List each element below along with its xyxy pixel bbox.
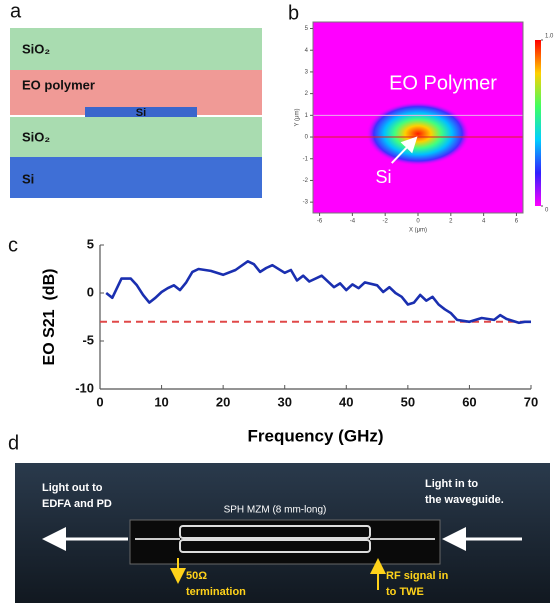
y-tick-label: 0	[87, 284, 94, 299]
x-tick-label: 4	[482, 219, 486, 225]
y-axis-label: EO S21 (dB)	[41, 269, 58, 366]
colorbar-tick-label: 0	[545, 208, 549, 214]
mzm-arm	[179, 525, 371, 539]
layer-label: Si	[22, 171, 34, 186]
annotation: Light in to	[425, 478, 478, 490]
layer-label: EO polymer	[22, 77, 95, 92]
colorbar-tick-label: 1.0	[545, 34, 554, 40]
x-tick-label: 60	[462, 394, 476, 409]
y-tick-label: -1	[303, 156, 309, 162]
layer-label: SiO₂	[22, 129, 50, 144]
y-tick-label: 1	[305, 113, 309, 119]
x-tick-label: 0	[96, 394, 103, 409]
mzm-arm	[179, 539, 371, 553]
annotation: termination	[186, 586, 246, 598]
x-tick-label: 70	[524, 394, 538, 409]
y-tick-label: 0	[305, 135, 309, 141]
layer	[10, 117, 262, 157]
y-tick-label: 4	[305, 48, 309, 54]
x-tick-label: 50	[401, 394, 415, 409]
y-tick-label: -3	[303, 200, 309, 206]
colorbar	[535, 40, 541, 206]
layer	[85, 107, 197, 117]
y-tick-label: -5	[82, 332, 94, 347]
mode-field	[366, 101, 470, 166]
annotation: Light out to	[42, 482, 103, 494]
x-tick-label: 20	[216, 394, 230, 409]
layer	[10, 157, 262, 198]
x-tick-label: 30	[277, 394, 291, 409]
x-tick-label: 10	[154, 394, 168, 409]
annotation-arrow	[391, 136, 418, 164]
y-tick-label: 2	[305, 91, 309, 97]
panel-label: a	[10, 0, 22, 22]
y-tick-label: 5	[87, 236, 94, 251]
x-tick-label: 2	[449, 219, 453, 225]
x-tick-label: -6	[317, 219, 323, 225]
y-tick-label: -10	[75, 380, 94, 395]
layer-label: SiO₂	[22, 41, 50, 56]
panel-label: d	[8, 432, 19, 454]
x-tick-label: -4	[350, 219, 356, 225]
panel-label: b	[288, 2, 299, 24]
x-tick-label: -2	[383, 219, 389, 225]
y-axis-label: Y (μm)	[295, 108, 301, 126]
y-tick-label: 5	[305, 26, 309, 32]
x-tick-label: 40	[339, 394, 353, 409]
data-line	[105, 260, 531, 325]
x-tick-label: 6	[515, 219, 519, 225]
y-tick-label: 3	[305, 69, 309, 75]
panel-label: c	[8, 234, 18, 256]
x-axis-label: Frequency (GHz)	[247, 426, 383, 445]
annotation: Si	[376, 167, 392, 187]
annotation: EDFA and PD	[42, 498, 112, 510]
annotation: to TWE	[386, 586, 424, 598]
x-tick-label: 0	[416, 219, 420, 225]
annotation: the waveguide.	[425, 494, 504, 506]
y-tick-label: -2	[303, 178, 309, 184]
layer-label: Si	[136, 107, 146, 119]
annotation: RF signal in	[386, 570, 449, 582]
annotation: SPH MZM (8 mm-long)	[224, 505, 327, 516]
x-axis-label: X (μm)	[409, 228, 427, 234]
annotation: 50Ω	[186, 570, 207, 582]
layer	[10, 28, 262, 70]
annotation: EO Polymer	[389, 72, 497, 94]
